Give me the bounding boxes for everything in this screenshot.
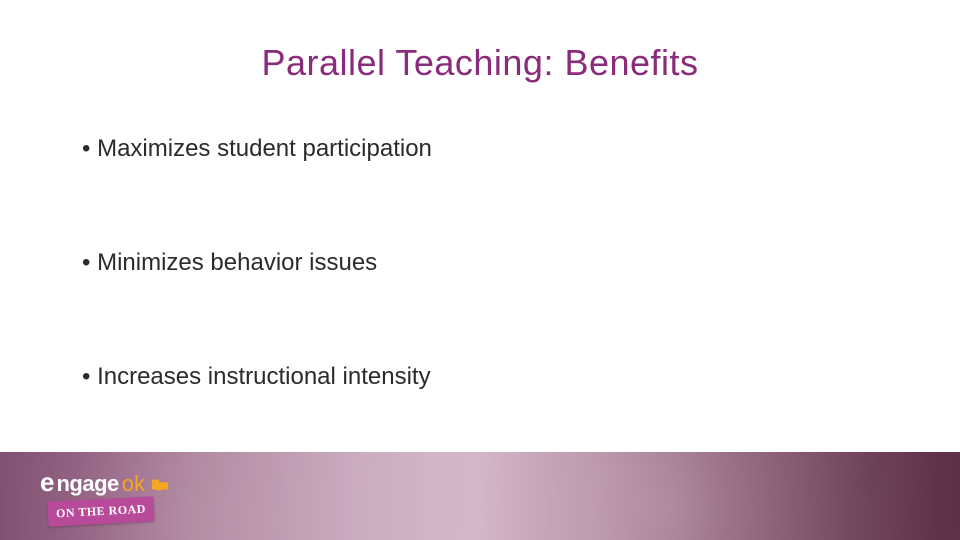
- brand-logo: engageok ON THE ROAD: [40, 469, 190, 524]
- footer-banner: engageok ON THE ROAD: [0, 452, 960, 540]
- brand-logo-text: e: [40, 469, 54, 495]
- oklahoma-icon: [151, 478, 169, 492]
- slide: Parallel Teaching: Benefits Maximizes st…: [0, 0, 960, 540]
- bullet-item: Maximizes student participation: [82, 135, 900, 163]
- sublogo-badge: ON THE ROAD: [47, 496, 154, 527]
- bullet-list: Maximizes student participation Minimize…: [82, 135, 900, 477]
- slide-title: Parallel Teaching: Benefits: [0, 42, 960, 84]
- bullet-item: Minimizes behavior issues: [82, 249, 900, 277]
- brand-logo-top: engageok: [40, 469, 190, 495]
- brand-logo-text: ngage: [56, 473, 118, 495]
- brand-logo-accent: ok: [122, 473, 145, 495]
- sublogo-text: ON THE ROAD: [56, 502, 147, 521]
- bullet-item: Increases instructional intensity: [82, 363, 900, 391]
